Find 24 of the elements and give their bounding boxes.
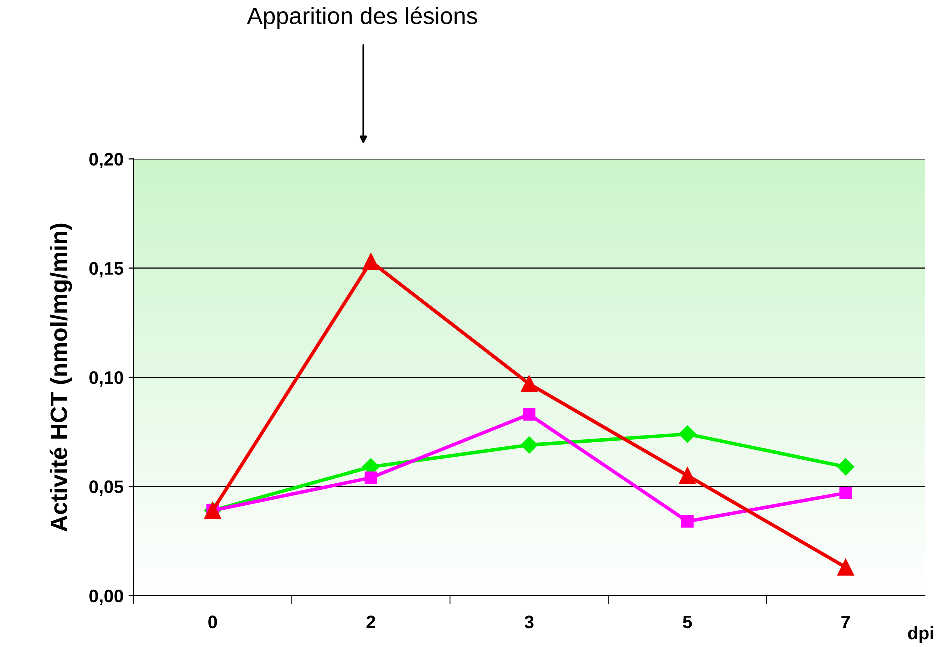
x-tick-label: 0 xyxy=(208,616,218,629)
y-tick-label: 0,20 xyxy=(90,153,124,168)
point xyxy=(838,559,854,576)
y-tick-label: 0,10 xyxy=(90,371,124,387)
point xyxy=(840,487,852,500)
x-tick-label: 5 xyxy=(683,616,692,629)
x-axis-title: dpi xyxy=(908,626,934,644)
point xyxy=(523,408,536,421)
y-tick-label: 0,05 xyxy=(90,480,124,496)
y-tick-label: 0,00 xyxy=(90,590,124,606)
x-tick-label: 7 xyxy=(842,616,850,628)
x-tick-label: 2 xyxy=(366,616,376,628)
point xyxy=(679,426,696,443)
point xyxy=(364,472,378,484)
point xyxy=(521,376,538,392)
point xyxy=(679,467,696,484)
x-tick-label: 3 xyxy=(524,616,534,629)
point xyxy=(362,253,380,270)
point xyxy=(520,436,538,454)
point xyxy=(681,515,694,528)
y-axis-title: Activité HCT (nmol/mg/min) xyxy=(50,224,72,532)
point xyxy=(837,458,854,476)
text: Apparition des lésions xyxy=(247,6,478,30)
y-tick-label: 0,15 xyxy=(90,262,124,278)
